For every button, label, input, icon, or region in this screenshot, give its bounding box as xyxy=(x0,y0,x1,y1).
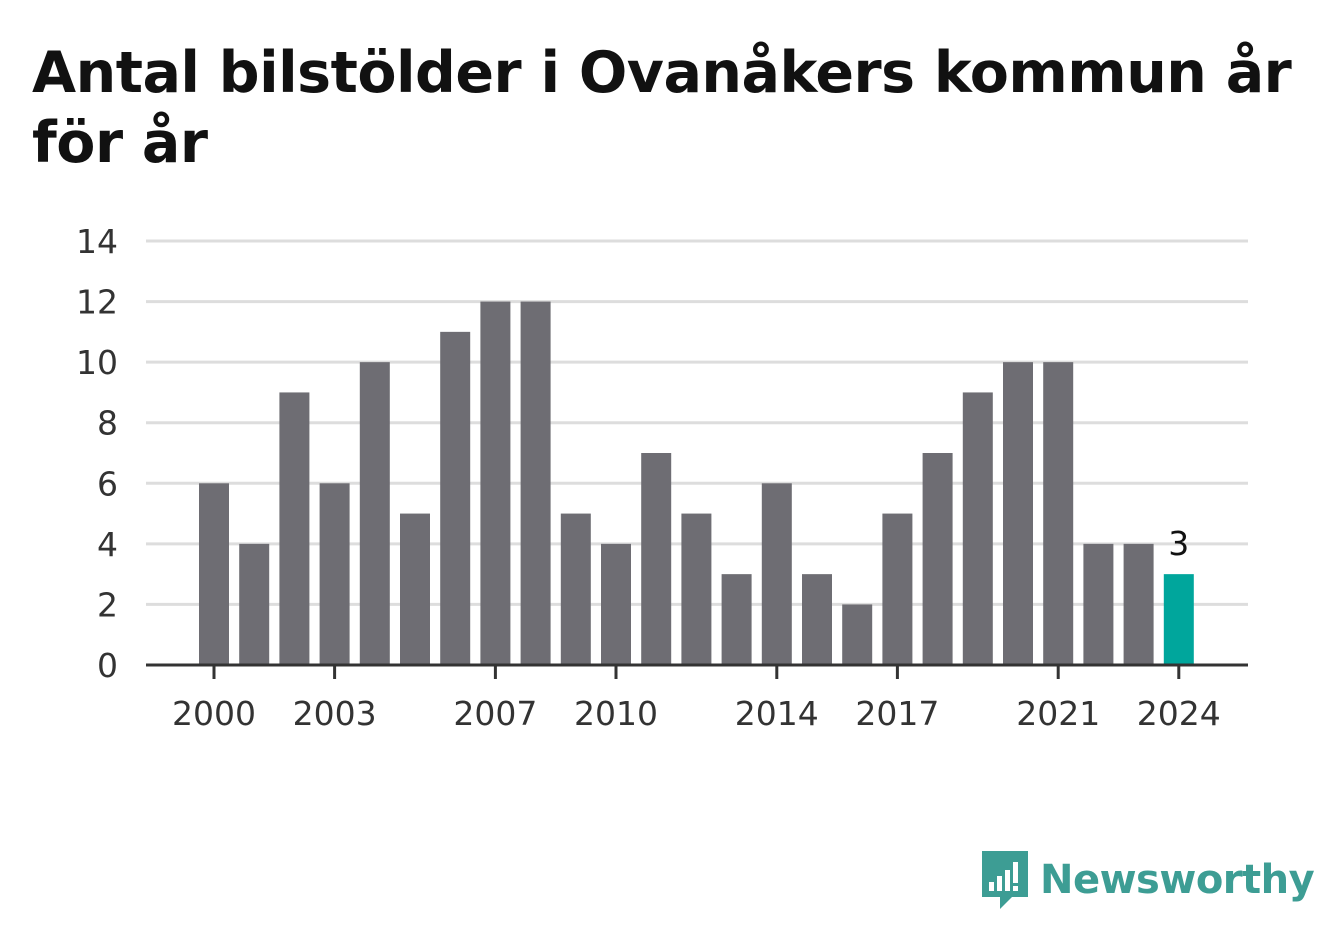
bar-2001 xyxy=(239,543,270,665)
value-labels: 3 xyxy=(1168,524,1189,563)
bar-2007 xyxy=(480,301,511,665)
bar-2013 xyxy=(721,574,752,665)
bar-2008 xyxy=(520,301,551,665)
brand-logo: Newsworthy xyxy=(980,848,1315,912)
bar-2022 xyxy=(1083,543,1114,665)
y-tick-label: 14 xyxy=(76,222,118,261)
newsworthy-logo-icon xyxy=(982,851,1028,909)
bar-2004 xyxy=(359,362,390,665)
y-tick-label: 4 xyxy=(97,525,118,564)
bar-2010 xyxy=(601,543,631,665)
bar-2002 xyxy=(279,392,310,665)
bar-2018 xyxy=(922,453,953,665)
x-axis-ticks: 2000 2003 2007 2010 2014 2017 2021 2024 xyxy=(172,665,1221,733)
x-tick-label-2014: 2014 xyxy=(735,694,819,733)
bar-2009 xyxy=(560,513,591,665)
bar-2014 xyxy=(761,483,792,665)
y-axis-ticks: 0 2 4 6 8 10 12 14 xyxy=(76,222,118,685)
bar-2021 xyxy=(1043,362,1074,665)
bar-2011 xyxy=(641,453,672,665)
bar-2017 xyxy=(882,513,913,665)
x-tick-label-2010: 2010 xyxy=(574,694,658,733)
bar-2000 xyxy=(199,483,229,665)
x-tick-label-2021: 2021 xyxy=(1016,694,1100,733)
bar-2003 xyxy=(319,483,350,665)
chart-title: Antal bilstölder i Ovanåkers kommun år f… xyxy=(32,40,1292,176)
y-tick-label: 6 xyxy=(97,464,118,503)
x-tick-label-2003: 2003 xyxy=(293,694,377,733)
bar-2005 xyxy=(400,513,430,665)
x-tick-label-2024: 2024 xyxy=(1137,694,1221,733)
bar-chart: 0 2 4 6 8 10 12 14 2000 2003 2007 2010 2014 2017 2021… xyxy=(76,222,1248,733)
y-tick-label: 2 xyxy=(97,585,118,624)
y-tick-label: 0 xyxy=(97,646,118,685)
bar-2016 xyxy=(842,604,873,665)
y-tick-label: 10 xyxy=(76,343,118,382)
bar-2020 xyxy=(1003,362,1033,665)
bar-2024 xyxy=(1163,574,1194,665)
value-label-2024: 3 xyxy=(1168,524,1189,563)
x-tick-label-2007: 2007 xyxy=(453,694,537,733)
bar-2006 xyxy=(440,331,471,665)
bar-2015 xyxy=(802,574,832,665)
bar-2012 xyxy=(681,513,712,665)
x-tick-label-2000: 2000 xyxy=(172,694,256,733)
bar-2023 xyxy=(1123,543,1154,665)
y-tick-label: 8 xyxy=(97,404,118,443)
bars xyxy=(199,301,1194,665)
y-tick-label: 12 xyxy=(76,283,118,322)
brand-name: Newsworthy xyxy=(1040,857,1315,903)
bar-2019 xyxy=(962,392,993,665)
x-tick-label-2017: 2017 xyxy=(855,694,939,733)
